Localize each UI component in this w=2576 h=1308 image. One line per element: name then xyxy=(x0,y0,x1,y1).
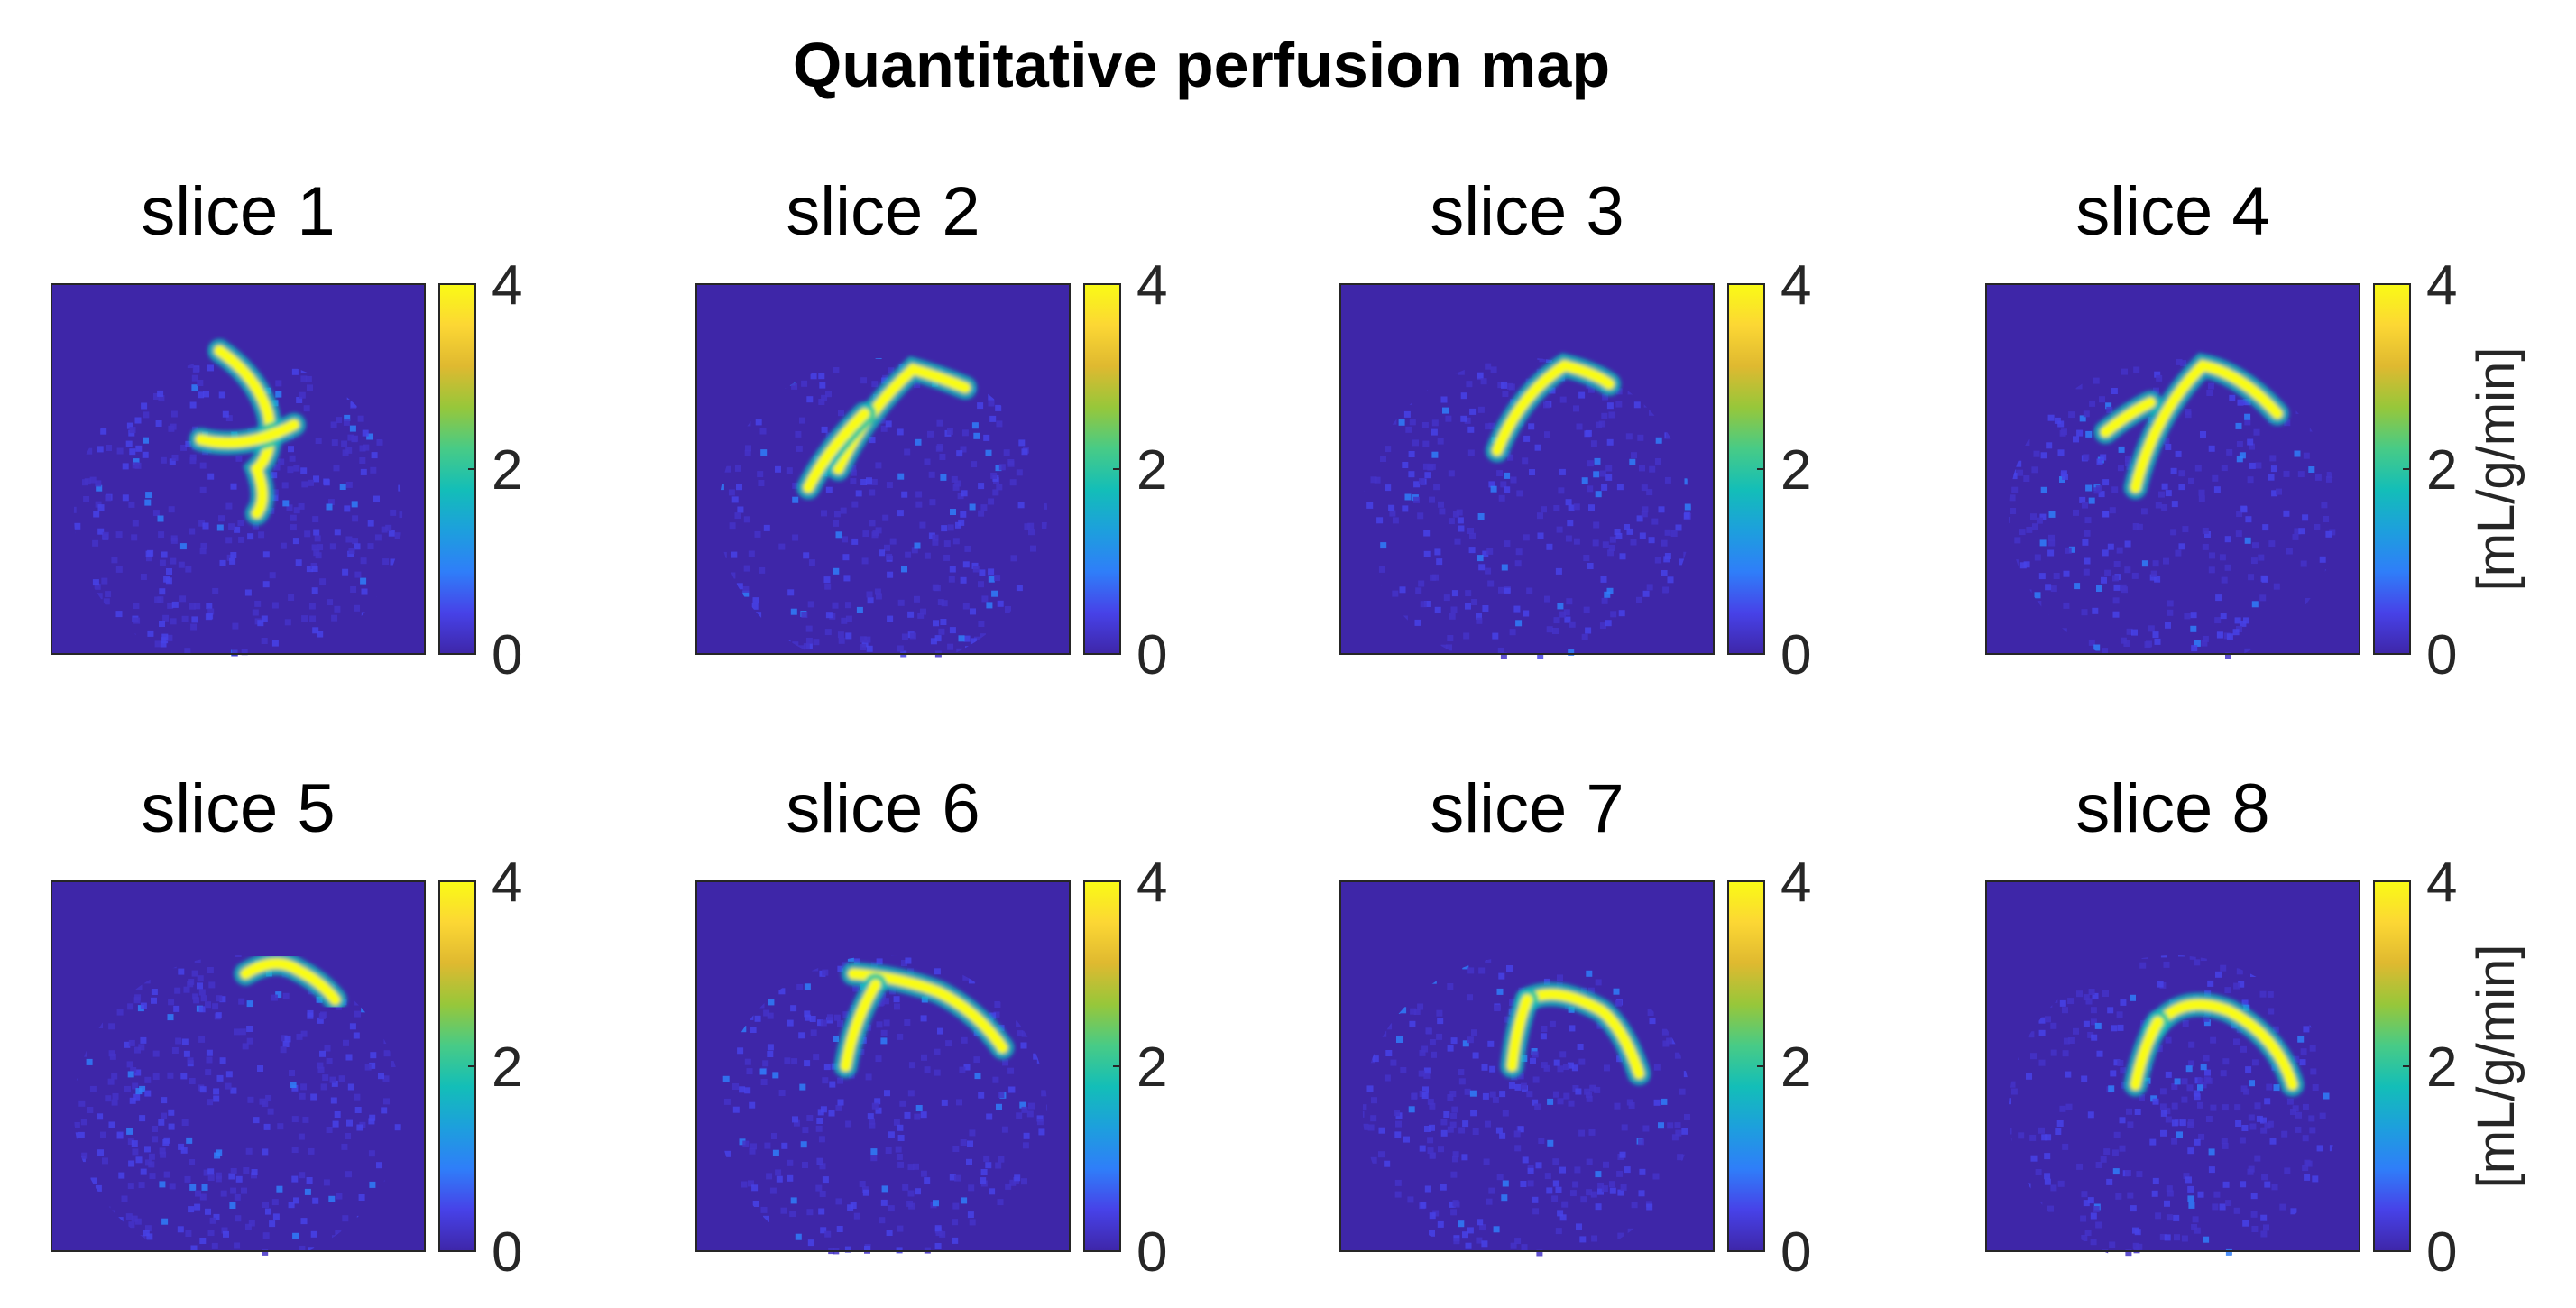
colorbar-tick-label: 4 xyxy=(492,254,522,317)
figure-title: Quantitative perfusion map xyxy=(793,30,1610,100)
perfusion-image xyxy=(1340,881,1714,1251)
image-frame xyxy=(695,880,1071,1252)
colorbar-tick-label: 4 xyxy=(2426,852,2457,914)
slice-panel: slice 2 0 2 4 xyxy=(695,173,1167,686)
slice-title: slice 4 xyxy=(2075,173,2269,250)
colorbar-tick-label: 2 xyxy=(1136,439,1167,502)
colorbar-tick-label: 2 xyxy=(492,439,522,502)
image-frame xyxy=(51,283,426,655)
perfusion-structure xyxy=(1485,353,1622,463)
colorbar-tick-label: 0 xyxy=(1136,1221,1167,1284)
perfusion-structure xyxy=(1500,982,1651,1086)
slice-panel: slice 3 0 2 4 xyxy=(1339,173,1811,686)
perfusion-image xyxy=(1340,284,1714,654)
perfusion-structure xyxy=(189,338,307,526)
colorbar-tick-label: 2 xyxy=(1136,1036,1167,1099)
colorbar-tick-label: 0 xyxy=(1136,624,1167,686)
colorbar-tick-label: 2 xyxy=(1780,1036,1811,1099)
perfusion-image xyxy=(51,881,425,1251)
colorbar-tick-label: 2 xyxy=(2426,1036,2457,1099)
slice-title: slice 6 xyxy=(786,770,980,847)
image-frame xyxy=(51,880,426,1252)
colorbar-tick-label: 4 xyxy=(1136,254,1167,317)
colorbar-tick-label: 4 xyxy=(1780,254,1811,317)
slice-panel: slice 6 0 2 4 xyxy=(695,770,1167,1284)
perfusion-structure xyxy=(2093,353,2289,500)
colorbar-unit-label: [mL/g/min] xyxy=(2467,347,2525,592)
image-frame xyxy=(695,283,1071,655)
slice-panel: slice 7 0 2 4 xyxy=(1339,770,1811,1284)
colorbar-tick-label: 4 xyxy=(2426,254,2457,317)
perfusion-structure xyxy=(833,962,1015,1078)
tissue-speckle xyxy=(2008,955,2338,1257)
slice-title: slice 3 xyxy=(1430,173,1624,250)
image-frame xyxy=(1985,880,2360,1252)
slice-title: slice 1 xyxy=(141,173,335,250)
colorbar-tick-label: 2 xyxy=(492,1036,522,1099)
colorbar-tick-label: 0 xyxy=(492,1221,522,1284)
image-frame xyxy=(1985,283,2360,655)
colorbar-tick-label: 0 xyxy=(2426,624,2457,686)
slice-panel: slice 8 0 2 4[mL/g/min] xyxy=(1985,770,2525,1284)
slice-title: slice 8 xyxy=(2075,770,2269,847)
perfusion-structure xyxy=(2123,992,2305,1097)
image-frame xyxy=(1339,880,1715,1252)
perfusion-structure xyxy=(234,952,347,1012)
slice-title: slice 2 xyxy=(786,173,980,250)
perfusion-image xyxy=(696,881,1070,1251)
perfusion-structure xyxy=(796,355,978,500)
colorbar-tick-label: 4 xyxy=(1780,852,1811,914)
slice-panel: slice 1 0 2 4 xyxy=(51,173,522,686)
slice-panel: slice 5 0 2 4 xyxy=(51,770,522,1284)
slice-title: slice 5 xyxy=(141,770,335,847)
perfusion-image xyxy=(696,284,1070,654)
colorbar-unit-label: [mL/g/min] xyxy=(2467,944,2525,1189)
image-frame xyxy=(1339,283,1715,655)
colorbar-tick-label: 0 xyxy=(1780,624,1811,686)
colorbar-tick-label: 2 xyxy=(2426,439,2457,502)
colorbar-tick-label: 0 xyxy=(1780,1221,1811,1284)
colorbar-tick-label: 4 xyxy=(492,852,522,914)
slice-panel: slice 4 0 2 4[mL/g/min] xyxy=(1985,173,2525,686)
colorbar-tick-label: 0 xyxy=(2426,1221,2457,1284)
slice-title: slice 7 xyxy=(1430,770,1624,847)
colorbar-tick-label: 0 xyxy=(492,624,522,686)
colorbar-tick-label: 2 xyxy=(1780,439,1811,502)
colorbar-tick-label: 4 xyxy=(1136,852,1167,914)
